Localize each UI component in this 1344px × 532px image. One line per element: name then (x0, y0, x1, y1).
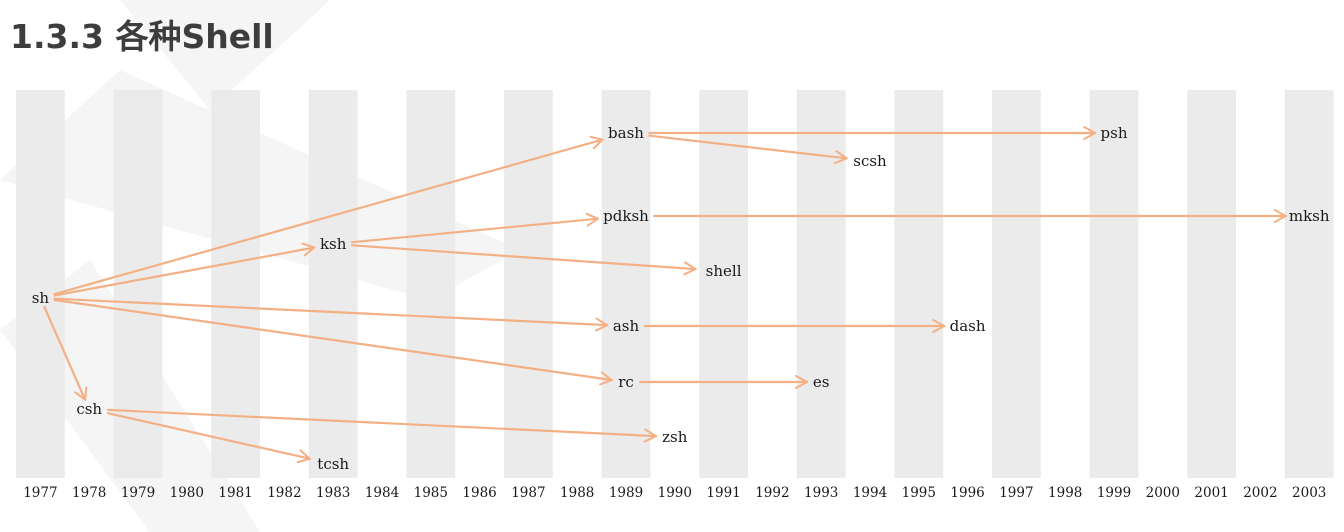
year-stripe-1989 (601, 90, 651, 478)
arrow-sh-to-csh (43, 305, 88, 402)
node-rc: rc (618, 373, 634, 391)
year-label-1988: 1988 (560, 485, 594, 501)
year-stripe-1999 (1089, 90, 1139, 478)
year-label-1987: 1987 (511, 485, 545, 501)
year-stripes (16, 90, 1334, 478)
node-scsh: scsh (853, 152, 887, 170)
year-label-1991: 1991 (706, 485, 740, 501)
year-label-1994: 1994 (853, 485, 887, 501)
arrow-sh-to-rc (53, 298, 613, 386)
node-dash: dash (950, 317, 986, 335)
node-ash: ash (613, 317, 640, 335)
arrow-csh-to-tcsh (106, 412, 311, 464)
arrow-sh-to-ksh (53, 242, 316, 297)
year-label-1993: 1993 (804, 485, 838, 501)
node-shell: shell (706, 262, 742, 280)
year-label-1984: 1984 (365, 485, 399, 501)
year-label-2000: 2000 (1146, 485, 1180, 501)
lineage-arrows (43, 126, 1287, 464)
year-axis: 1977 1978 1979 1980 1981 1982 1983 1984 1985 1986… (23, 485, 1326, 501)
node-csh: csh (76, 400, 102, 418)
year-label-1985: 1985 (414, 485, 448, 501)
year-label-1977: 1977 (23, 485, 57, 501)
year-stripe-1997 (992, 90, 1041, 478)
arrow-ksh-to-pdksh (350, 212, 600, 244)
year-label-2002: 2002 (1243, 485, 1277, 501)
year-label-1990: 1990 (658, 485, 692, 501)
year-label-1980: 1980 (170, 485, 204, 501)
arrow-csh-to-zsh (106, 408, 658, 443)
year-label-1997: 1997 (999, 485, 1033, 501)
node-ksh: ksh (320, 235, 347, 253)
node-mksh: mksh (1289, 207, 1330, 225)
year-label-1995: 1995 (902, 485, 936, 501)
node-es: es (813, 373, 830, 391)
arrow-sh-to-bash (53, 135, 604, 296)
node-tcsh: tcsh (317, 455, 349, 473)
year-label-1983: 1983 (316, 485, 350, 501)
year-stripe-1987 (504, 90, 553, 478)
shell-nodes: sh csh ksh tcsh bash pdksh ash rc zsh shell es scsh… (32, 124, 1330, 473)
year-label-1981: 1981 (218, 485, 252, 501)
year-stripe-1995 (894, 90, 944, 478)
year-stripe-1977 (16, 90, 65, 478)
year-stripe-1985 (406, 90, 456, 478)
year-stripe-1993 (796, 90, 846, 478)
year-label-1992: 1992 (755, 485, 789, 501)
node-bash: bash (608, 124, 644, 142)
year-label-2001: 2001 (1194, 485, 1228, 501)
year-stripe-2003 (1284, 90, 1334, 478)
page-title: 1.3.3 各种Shell (10, 17, 274, 56)
node-pdksh: pdksh (603, 207, 649, 225)
year-stripe-1983 (308, 90, 358, 478)
year-label-1998: 1998 (1048, 485, 1082, 501)
node-zsh: zsh (662, 428, 688, 446)
year-stripe-1981 (211, 90, 260, 478)
year-stripe-1991 (699, 90, 748, 478)
node-psh: psh (1101, 124, 1128, 142)
arrow-bash-to-scsh (648, 134, 848, 165)
arrow-sh-to-ash (53, 297, 609, 332)
arrow-ksh-to-shell (350, 244, 697, 276)
year-label-1989: 1989 (609, 485, 643, 501)
year-label-1986: 1986 (462, 485, 496, 501)
node-sh: sh (32, 289, 50, 307)
year-label-1982: 1982 (267, 485, 301, 501)
year-label-2003: 2003 (1292, 485, 1326, 501)
year-label-1999: 1999 (1097, 485, 1131, 501)
year-label-1996: 1996 (950, 485, 984, 501)
year-label-1979: 1979 (121, 485, 155, 501)
year-stripe-2001 (1187, 90, 1236, 478)
year-label-1978: 1978 (72, 485, 106, 501)
